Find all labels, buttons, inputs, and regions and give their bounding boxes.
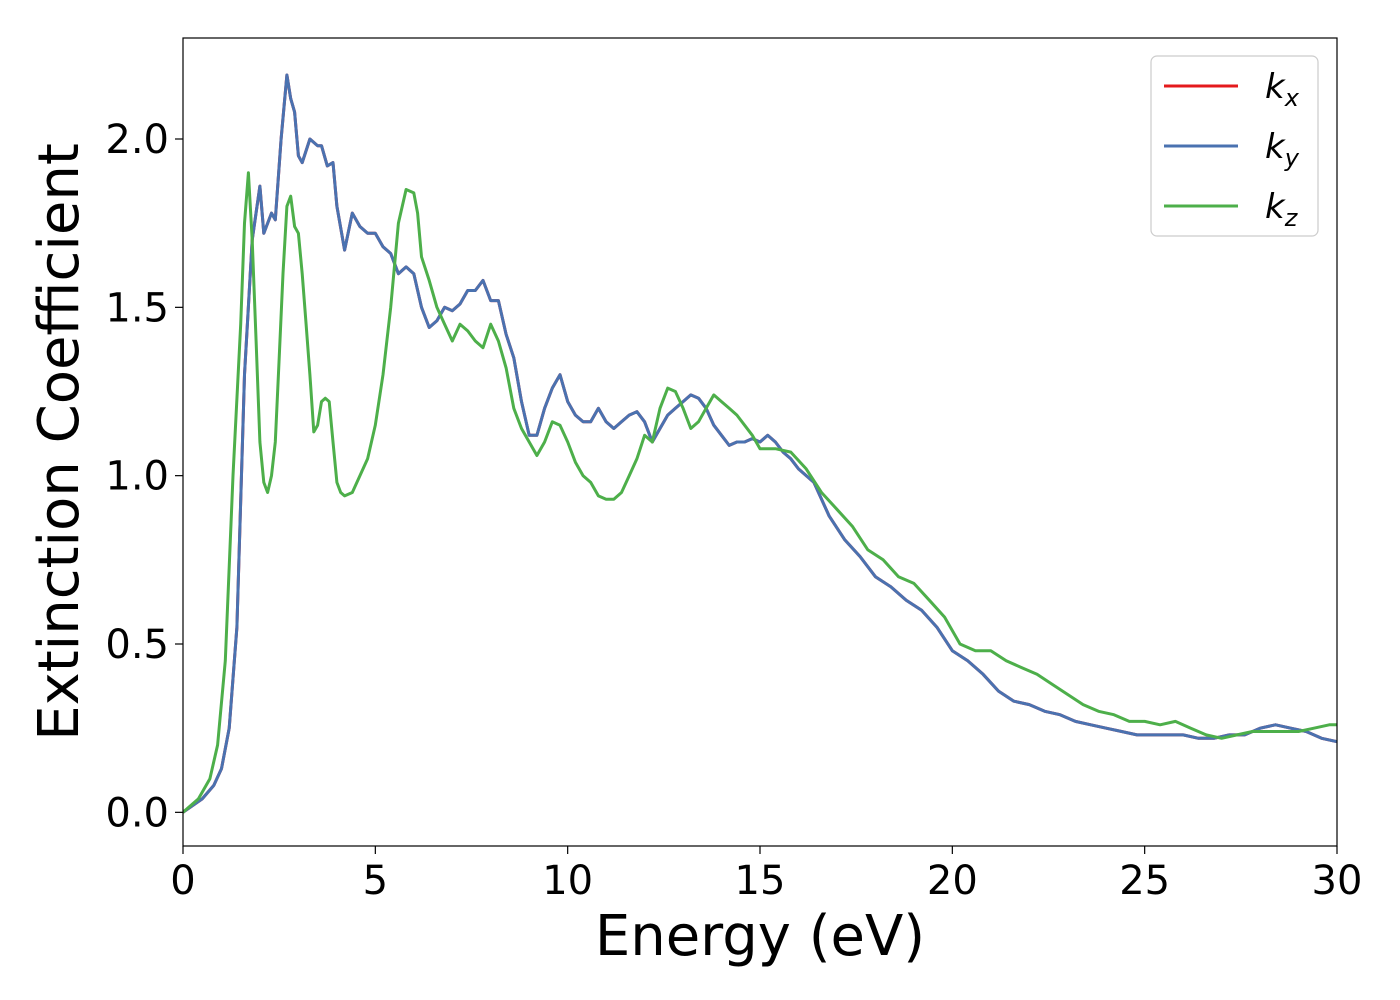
- legend: kx ky kz: [1150, 55, 1319, 237]
- legend-label-y: ky: [1265, 127, 1300, 172]
- x-tick-label: 0: [170, 858, 195, 904]
- x-tick-label: 30: [1312, 858, 1363, 904]
- series-layer: [183, 73, 1337, 814]
- legend-label-x: kx: [1265, 67, 1300, 112]
- x-tick-label: 15: [735, 858, 786, 904]
- x-tick-label: 10: [542, 858, 593, 904]
- y-axis-label: Extinction Coefficient: [27, 143, 92, 741]
- legend-label-z: kz: [1265, 187, 1299, 232]
- y-tick-label: 0.5: [105, 622, 169, 668]
- series-line-z: [183, 171, 1337, 814]
- x-axis-label: Energy (eV): [595, 904, 925, 969]
- y-tick-label: 1.0: [105, 454, 169, 500]
- y-tick-label: 1.5: [105, 285, 169, 331]
- x-tick-label: 25: [1119, 858, 1170, 904]
- x-axis: 0 5 10 15 20 25 30: [170, 846, 1362, 904]
- x-tick-label: 5: [363, 858, 388, 904]
- y-tick-label: 2.0: [105, 117, 169, 163]
- series-line-y: [183, 73, 1337, 814]
- y-axis: 0.0 0.5 1.0 1.5 2.0: [105, 117, 183, 836]
- y-tick-label: 0.0: [105, 790, 169, 836]
- x-tick-label: 20: [927, 858, 978, 904]
